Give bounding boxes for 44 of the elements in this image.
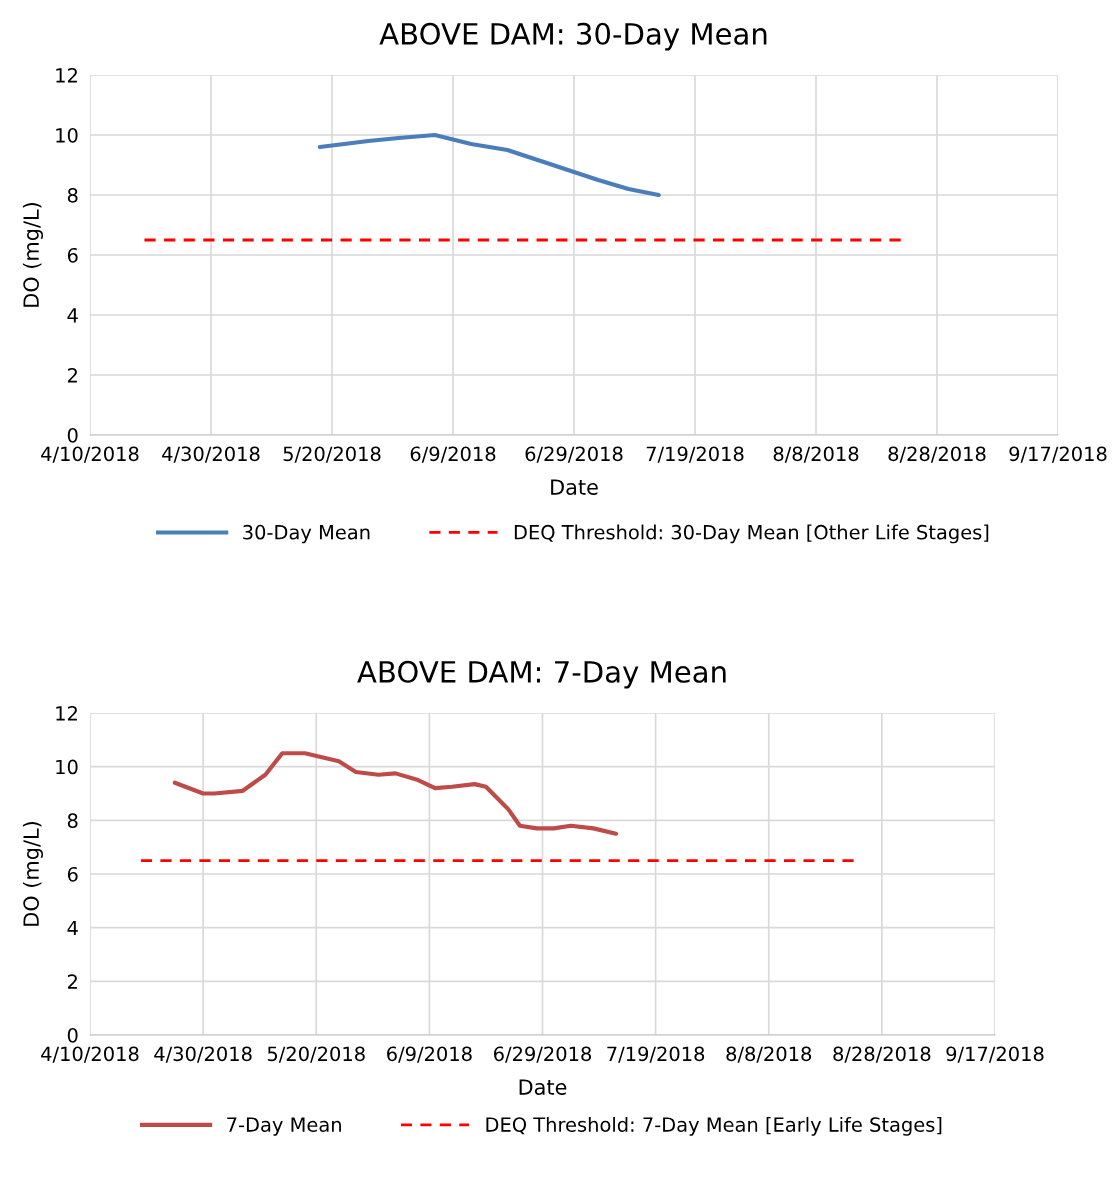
x-tick-label: 7/19/2018: [607, 1046, 705, 1063]
y-tick-label: 2: [67, 367, 77, 383]
x-tick-label: 4/30/2018: [154, 1046, 252, 1063]
y-tick-label: 0: [67, 427, 78, 443]
x-tick-label: 8/28/2018: [888, 446, 986, 463]
x-tick-label: 8/8/2018: [726, 1046, 812, 1063]
y-tick-label: 10: [56, 759, 78, 775]
line-series: [317, 132, 661, 198]
x-tick-label: 5/20/2018: [283, 446, 381, 463]
line-series: [172, 751, 619, 836]
x-tick-label: 8/28/2018: [833, 1046, 931, 1063]
y-axis-title: DO (mg/L): [22, 203, 44, 307]
y-tick-label: 8: [67, 187, 78, 203]
x-tick-label: 5/20/2018: [267, 1046, 365, 1063]
x-axis-title: Date: [551, 479, 598, 495]
x-tick-label: 6/29/2018: [525, 446, 623, 463]
y-tick-label: 2: [67, 974, 77, 989]
x-tick-label: 7/19/2018: [646, 446, 744, 463]
x-tick-label: 4/10/2018: [41, 1046, 139, 1063]
y-tick-label: 12: [56, 705, 77, 721]
y-axis-title: DO (mg/L): [22, 822, 44, 926]
y-tick-label: 6: [67, 247, 78, 263]
y-tick-label: 0: [67, 1027, 78, 1043]
x-tick-label: 4/30/2018: [162, 446, 260, 463]
x-tick-label: 6/29/2018: [494, 1046, 592, 1063]
chart-title: ABOVE DAM: 30-Day Mean: [379, 22, 767, 51]
x-axis-title: Date: [519, 1079, 567, 1095]
y-tick-label: 10: [56, 127, 78, 143]
x-tick-label: 8/8/2018: [773, 446, 859, 463]
y-tick-label: 12: [56, 67, 77, 83]
y-tick-label: 8: [67, 813, 78, 828]
y-tick-label: 6: [67, 866, 78, 882]
legend-label: DEQ Threshold: 7-Day Mean [Early Life Stages]: [486, 1116, 942, 1136]
x-tick-label: 6/9/2018: [387, 1046, 472, 1063]
legend-label: DEQ Threshold: 30-Day Mean [Other Life Stages]: [514, 524, 989, 544]
legend-label: 30-Day Mean: [243, 524, 370, 544]
x-tick-label: 9/17/2018: [1009, 446, 1107, 463]
legend-label: 7-Day Mean: [227, 1117, 341, 1136]
x-tick-label: 6/9/2018: [410, 446, 496, 463]
chart-title: ABOVE DAM: 7-Day Mean: [357, 660, 726, 689]
x-tick-label: 9/17/2018: [946, 1046, 1044, 1063]
y-tick-label: 4: [67, 308, 78, 323]
x-tick-label: 4/10/2018: [41, 446, 139, 463]
y-tick-label: 4: [67, 920, 78, 936]
